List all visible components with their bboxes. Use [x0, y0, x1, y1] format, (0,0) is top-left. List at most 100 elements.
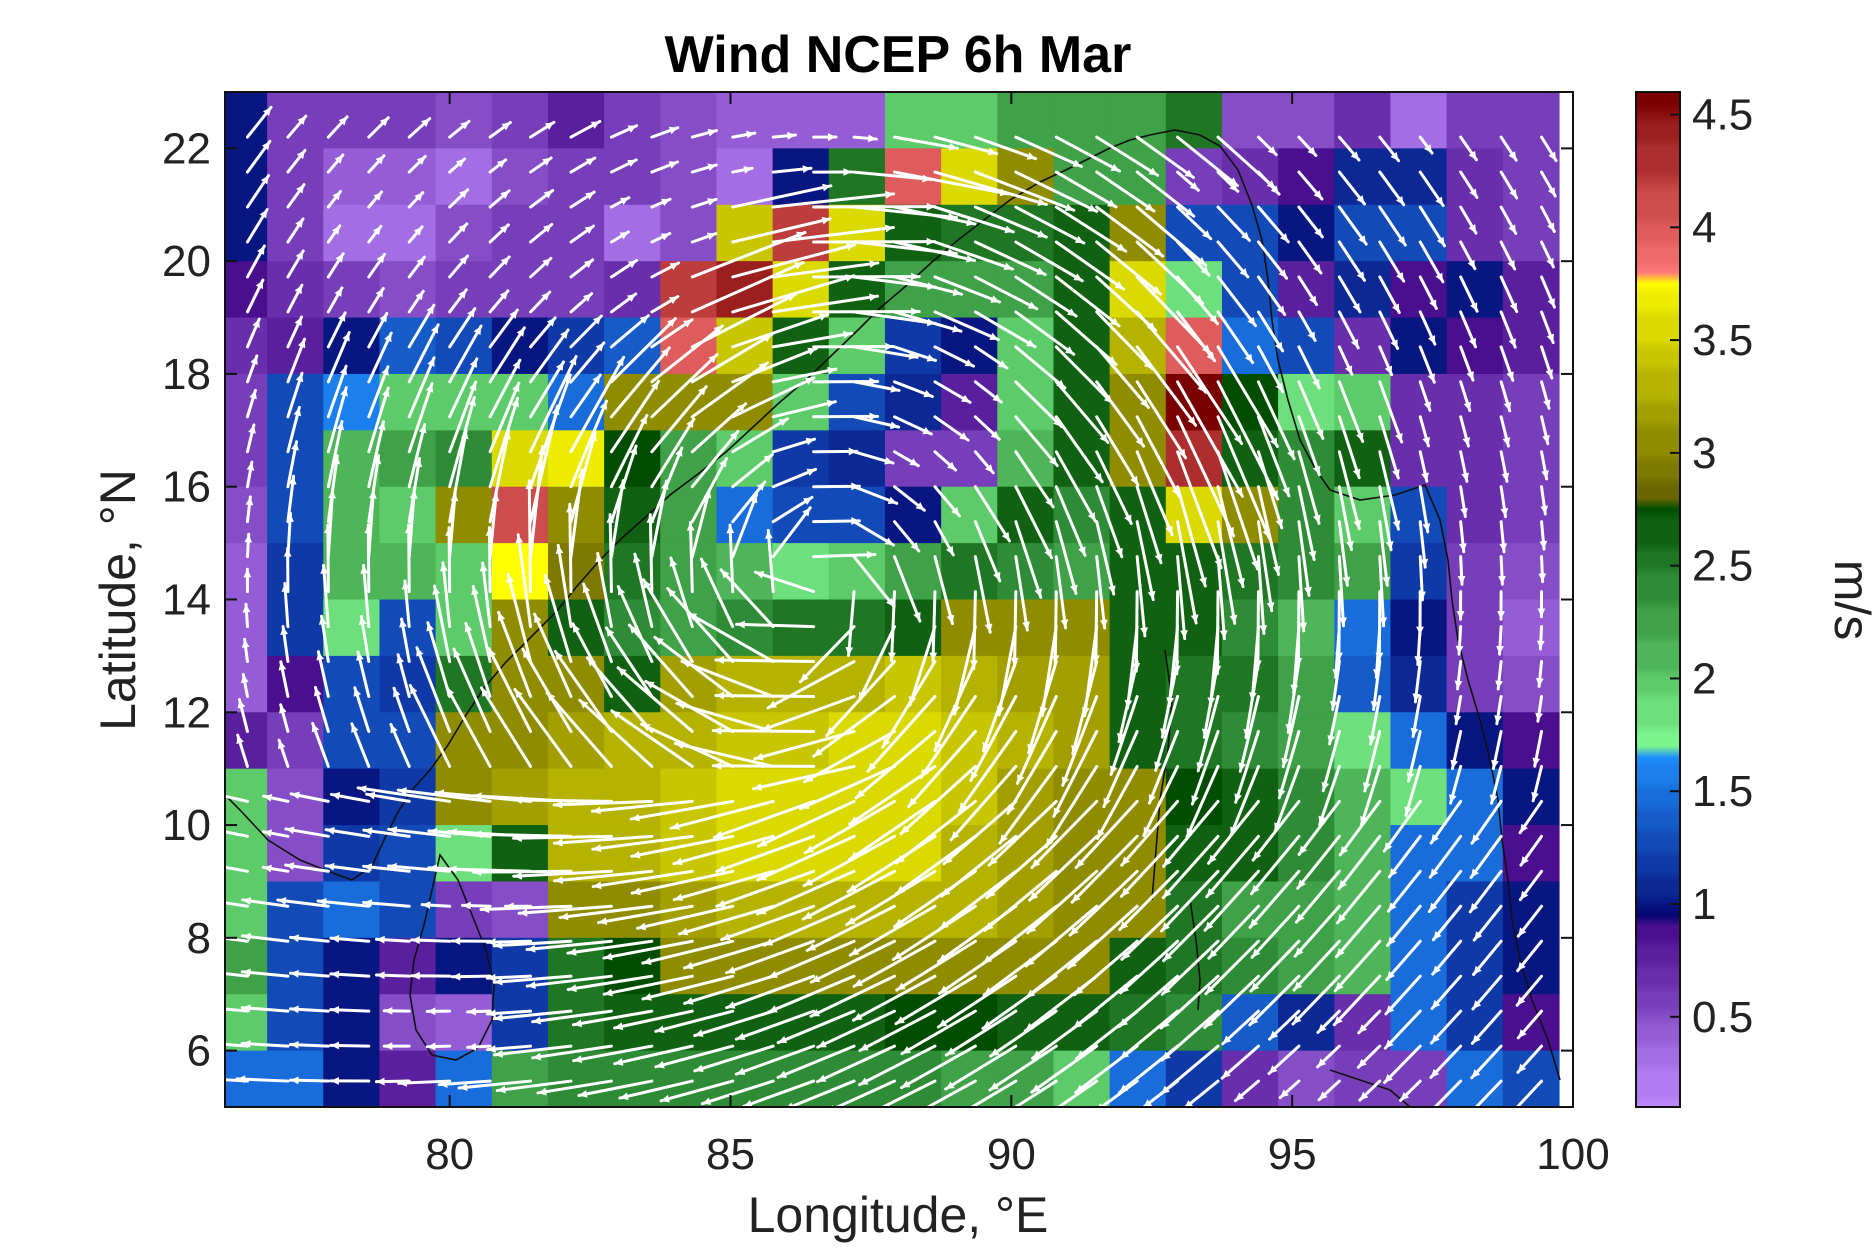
wind-arrow-head: [970, 771, 979, 781]
wind-arrow-shaft: [714, 693, 816, 698]
wind-arrow-shaft: [894, 834, 977, 896]
wind-arrow-head: [592, 375, 601, 384]
wind-arrow-head: [726, 966, 736, 974]
wind-arrow-head: [1292, 1015, 1302, 1025]
wind-arrow-head: [669, 262, 679, 271]
wind-arrow-head: [1456, 611, 1465, 620]
wind-arrow-head: [989, 856, 998, 866]
wind-arrow-head: [802, 507, 811, 517]
speed-cell: [1165, 543, 1223, 601]
wind-arrow-head: [1532, 757, 1541, 767]
speed-cell: [267, 543, 324, 601]
wind-arrow-head: [585, 158, 595, 166]
wind-arrow-head: [1160, 728, 1168, 738]
wind-arrow-head: [684, 961, 694, 970]
wind-arrow-shaft: [767, 974, 856, 1014]
wind-arrow-head: [632, 887, 641, 896]
wind-arrow-shaft: [659, 1079, 735, 1103]
wind-arrow-shaft: [1297, 450, 1321, 525]
wind-arrow-head: [263, 793, 273, 802]
wind-arrow-head: [694, 1029, 704, 1037]
wind-arrow-shaft: [488, 491, 498, 559]
wind-arrow-shaft: [1030, 799, 1099, 870]
wind-arrow-shaft: [893, 275, 964, 296]
wind-arrow-shaft: [973, 240, 1047, 277]
wind-arrow-shaft: [731, 312, 830, 349]
speed-cell: [1221, 937, 1279, 995]
speed-cell: [1109, 937, 1167, 995]
wind-arrow-head: [351, 723, 359, 733]
wind-arrow-head: [1163, 889, 1172, 898]
wind-arrow-head: [1073, 273, 1083, 281]
colorbar-tick-label: 4.5: [1692, 91, 1753, 140]
speed-cell: [323, 92, 381, 149]
wind-arrow-head: [1064, 203, 1074, 211]
wind-arrow-head: [1535, 712, 1543, 722]
wind-arrow-shaft: [1162, 904, 1220, 963]
wind-arrow-head: [1313, 264, 1321, 273]
wind-arrow-head: [655, 1060, 665, 1069]
wind-arrow-shaft: [1054, 380, 1110, 444]
wind-arrow-head: [421, 118, 430, 127]
wind-arrow-shaft: [495, 1079, 573, 1093]
wind-arrow-head: [618, 480, 626, 490]
speed-cell: [267, 881, 324, 939]
wind-arrow-head: [499, 290, 508, 300]
wind-arrow-shaft: [944, 1009, 1018, 1057]
wind-arrow-shaft: [1249, 939, 1301, 993]
speed-cell: [267, 204, 324, 262]
wind-arrow-head: [1067, 308, 1077, 317]
wind-arrow-head: [260, 175, 269, 185]
wind-arrow-head: [1318, 815, 1326, 825]
wind-arrow-head: [884, 537, 894, 546]
wind-arrow-head: [1469, 188, 1477, 198]
wind-arrow-head: [986, 889, 996, 898]
wind-arrow-head: [473, 792, 482, 801]
wind-arrow-head: [1339, 617, 1347, 626]
wind-arrow-head: [532, 1016, 542, 1025]
wind-arrow-head: [992, 393, 1002, 403]
wind-arrow-head: [250, 355, 258, 365]
wind-arrow-head: [297, 116, 306, 125]
wind-arrow-shaft: [1281, 694, 1301, 769]
wind-arrow-head: [1280, 233, 1289, 242]
wind-arrow-shaft: [1054, 275, 1121, 328]
wind-arrow-shaft: [633, 552, 654, 629]
speed-cell: [225, 881, 268, 939]
wind-arrow-head: [242, 1004, 251, 1013]
wind-arrow-shaft: [225, 865, 249, 873]
wind-arrow-shaft: [1238, 694, 1260, 773]
wind-arrow-head: [639, 315, 649, 324]
wind-arrow-head: [646, 514, 655, 523]
wind-arrow-shaft: [776, 1044, 856, 1079]
wind-arrow-head: [1268, 1065, 1278, 1074]
wind-arrow-head: [435, 789, 445, 798]
wind-arrow-shaft: [1014, 450, 1055, 509]
wind-arrow-shaft: [686, 611, 775, 664]
wind-arrow-head: [325, 862, 335, 871]
wind-arrow-shaft: [847, 590, 856, 657]
wind-arrow-shaft: [1334, 625, 1341, 679]
wind-arrow-head: [1120, 984, 1130, 993]
wind-arrow-head: [1282, 486, 1290, 496]
wind-arrow-shaft: [933, 660, 977, 753]
wind-arrow-head: [1520, 890, 1529, 900]
wind-arrow-shaft: [762, 904, 856, 947]
wind-arrow-head: [537, 1087, 547, 1096]
wind-arrow-shaft: [1135, 415, 1181, 498]
wind-arrow-shaft: [690, 332, 774, 384]
wind-arrow-shaft: [1203, 869, 1260, 932]
wind-arrow-shaft: [981, 660, 1018, 753]
speed-cell: [1446, 599, 1504, 657]
wind-arrow-head: [286, 513, 294, 522]
wind-arrow-shaft: [673, 742, 775, 768]
wind-arrow-head: [908, 352, 918, 360]
wind-arrow-head: [1027, 924, 1037, 933]
wind-arrow-head: [786, 294, 796, 302]
wind-arrow-head: [244, 534, 253, 543]
speed-cell: [267, 486, 324, 544]
wind-arrow-head: [1547, 298, 1555, 308]
speed-cell: [997, 317, 1055, 375]
wind-arrow-shaft: [569, 355, 626, 454]
wind-arrow-head: [1467, 259, 1475, 269]
